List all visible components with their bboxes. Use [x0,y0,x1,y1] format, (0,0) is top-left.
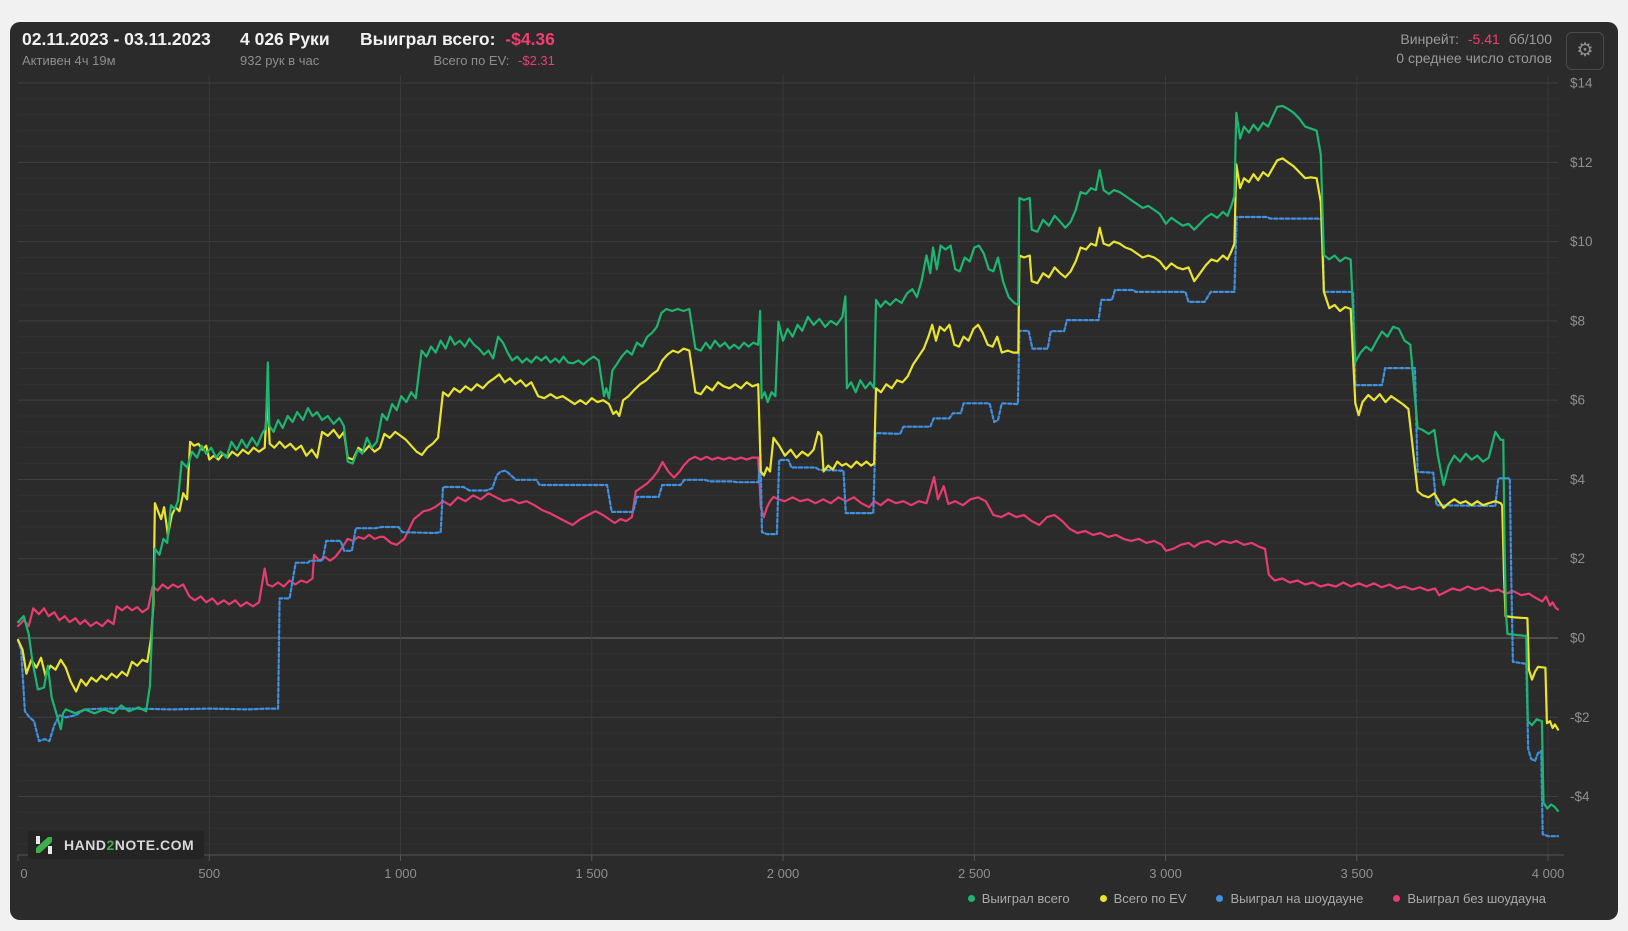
winnings-chart[interactable]: 0 500 1 000 1 500 2 000 2 500 3 000 3 500 4 000 $… [10,70,1618,920]
legend-label: Выиграл без шоудауна [1407,891,1546,906]
won-total-line: Выиграл всего: -$4.36 [360,28,555,50]
legend-item-non-showdown[interactable]: Выиграл без шоудауна [1393,891,1546,906]
legend-label: Всего по EV [1113,891,1187,906]
date-range: 02.11.2023 - 03.11.2023 [22,29,211,49]
hands-total: 4 026 Руки [240,29,330,49]
chart-legend: Выиграл всего Всего по EV Выиграл на шоу… [967,891,1546,906]
session-date-block: 02.11.2023 - 03.11.2023 Активен 4ч 19м [22,28,211,69]
legend-label: Выиграл на шоудауне [1230,891,1364,906]
avg-tables: 0 среднее число столов [1396,50,1552,66]
svg-text:$4: $4 [1570,472,1586,487]
legend-item-won-total[interactable]: Выиграл всего [967,891,1070,906]
svg-text:$0: $0 [1570,631,1585,646]
hand2note-graph-window: 02.11.2023 - 03.11.2023 Активен 4ч 19м 4… [10,22,1618,920]
hands-per-hour: 932 рук в час [240,53,320,68]
series-line-Всего по EV [16,157,1560,731]
hands-block: 4 026 Руки 932 рук в час [240,28,330,69]
svg-text:$6: $6 [1570,393,1585,408]
active-time: Активен 4ч 19м [22,53,116,68]
svg-text:$14: $14 [1570,76,1593,91]
legend-dot-pink [1393,895,1401,902]
svg-text:4 000: 4 000 [1532,866,1565,881]
hand2note-logo-icon [36,836,52,854]
svg-text:$2: $2 [1570,551,1585,566]
winrate-unit: бб/100 [1508,31,1552,47]
ev-total-value: -$2.31 [518,53,555,68]
svg-text:0: 0 [20,866,27,881]
svg-text:$12: $12 [1570,155,1593,170]
ev-total-line: Всего по EV: -$2.31 [433,52,555,69]
ev-total-label: Всего по EV: [433,53,510,68]
svg-text:2 500: 2 500 [958,866,991,881]
winrate-value: -5.41 [1467,31,1500,47]
svg-text:1 500: 1 500 [575,866,608,881]
winrate-line: Винрейт: -5.41 бб/100 [1400,30,1552,49]
svg-text:-$2: -$2 [1570,710,1590,725]
legend-dot-green [967,895,975,902]
svg-text:3 500: 3 500 [1341,866,1374,881]
winnings-block: Выиграл всего: -$4.36 Всего по EV: -$2.3… [360,28,555,69]
svg-text:-$4: -$4 [1570,789,1590,804]
svg-text:3 000: 3 000 [1149,866,1182,881]
gear-icon: ⚙ [1576,40,1594,61]
winrate-block: Винрейт: -5.41 бб/100 0 среднее число ст… [1396,30,1552,68]
legend-label: Выиграл всего [981,891,1070,906]
svg-text:500: 500 [198,866,220,881]
series-line-Выиграл всего [16,104,1560,812]
won-total-value: -$4.36 [505,29,555,49]
legend-dot-blue [1216,895,1224,902]
chart-svg[interactable]: 0 500 1 000 1 500 2 000 2 500 3 000 3 500 4 000 $… [10,70,1618,920]
won-total-label: Выиграл всего: [360,29,496,49]
legend-item-showdown[interactable]: Выиграл на шоудауне [1216,891,1363,906]
series-line-Выиграл без шоудауна [16,455,1560,628]
svg-text:2 000: 2 000 [767,866,800,881]
winrate-label: Винрейт: [1400,31,1459,47]
hand2note-logo: HAND2NOTE.COM [28,831,205,859]
settings-button[interactable]: ⚙ [1566,32,1604,70]
legend-item-ev[interactable]: Всего по EV [1099,891,1187,906]
svg-text:$10: $10 [1570,234,1593,249]
svg-text:$8: $8 [1570,313,1585,328]
svg-text:1 000: 1 000 [384,866,417,881]
legend-dot-yellow [1099,895,1107,902]
hand2note-logo-text: HAND2NOTE.COM [64,837,195,853]
